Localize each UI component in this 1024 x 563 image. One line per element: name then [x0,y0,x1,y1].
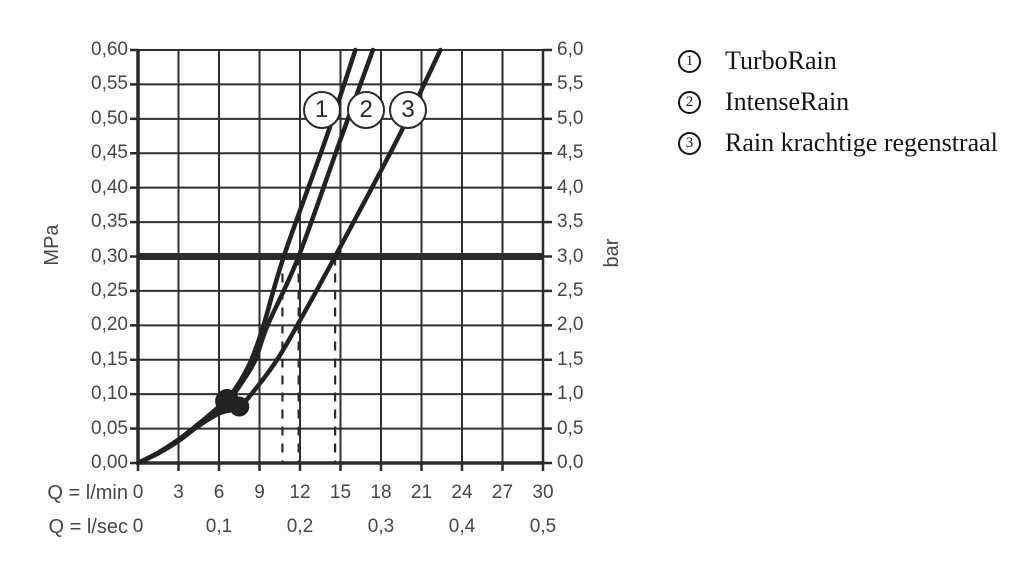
x-lsec-tick-label: 0,2 [286,516,314,537]
x-lmin-tick-label: 0 [132,482,144,503]
x-lmin-tick-label: 30 [532,482,554,503]
x-lmin-tick-label: 12 [289,482,311,503]
x-lmin-tick-label: 21 [410,482,433,503]
y-right-tick-label: 0,5 [557,417,584,439]
y-left-tick-label: 0,50 [91,107,128,129]
y-left-tick-label: 0,00 [91,452,128,473]
curve-badge-2: 2 [347,90,386,129]
curve-badge-3: 3 [389,90,427,129]
y-right-tick-label: 1,5 [557,348,584,370]
legend-item: 1 TurboRain [678,47,998,75]
y-left-tick-label: 0,60 [91,39,128,60]
x-lsec-tick-label: 0,5 [529,516,557,537]
legend-item: 2 IntenseRain [678,88,998,116]
y-right-tick-label: 0,0 [557,452,584,473]
y-right-tick-label: 3,5 [557,211,584,233]
x-lsec-tick-label: 0 [132,516,144,537]
y-right-tick-label: 5,5 [557,73,584,95]
y-left-tick-label: 0,10 [91,383,128,405]
legend-label: Rain krachtige regenstraal [725,128,998,157]
curve-badge-1: 1 [302,90,341,129]
legend: 1 TurboRain 2 IntenseRain 3 Rain krachti… [678,47,998,170]
x-lmin-tick-label: 6 [213,482,225,503]
y-right-tick-label: 4,5 [557,142,584,164]
x-axis-row2-caption: Q = l/sec [48,516,128,538]
y-left-tick-label: 0,55 [91,73,128,95]
y-right-tick-label: 1,0 [557,383,584,405]
legend-label: TurboRain [725,46,837,75]
y-right-tick-label: 2,5 [557,279,584,301]
x-lmin-tick-label: 3 [173,482,184,503]
y-right-tick-label: 5,0 [557,107,584,129]
y-left-tick-label: 0,20 [91,314,128,336]
y-left-tick-label: 0,35 [91,211,128,233]
y-left-tick-label: 0,45 [91,142,128,164]
x-axis-row1-caption: Q = l/min [47,482,128,504]
y-right-tick-label: 6,0 [557,39,584,60]
x-lsec-tick-label: 0,1 [205,516,233,537]
x-lmin-tick-label: 24 [451,482,473,503]
legend-number-3-icon: 3 [678,131,701,155]
y-left-tick-label: 0,30 [91,245,128,267]
y-right-tick-label: 3,0 [557,245,584,267]
x-lmin-tick-label: 15 [329,482,352,503]
y-right-tick-label: 2,0 [557,314,584,336]
x-lmin-tick-label: 27 [491,482,514,503]
legend-number-1-icon: 1 [678,49,701,73]
x-lmin-tick-label: 18 [370,482,392,503]
y-left-tick-label: 0,15 [91,348,128,370]
x-lmin-tick-label: 9 [254,482,265,503]
legend-number-2-icon: 2 [678,90,701,114]
y-left-tick-label: 0,05 [91,417,128,439]
y-left-tick-label: 0,25 [91,279,128,301]
x-lsec-tick-label: 0,4 [448,516,476,537]
x-lsec-tick-label: 0,3 [367,516,395,537]
legend-label: IntenseRain [725,87,850,116]
legend-item: 3 Rain krachtige regenstraal [678,129,998,157]
y-right-tick-label: 4,0 [557,176,584,198]
y-left-tick-label: 0,40 [91,176,128,198]
